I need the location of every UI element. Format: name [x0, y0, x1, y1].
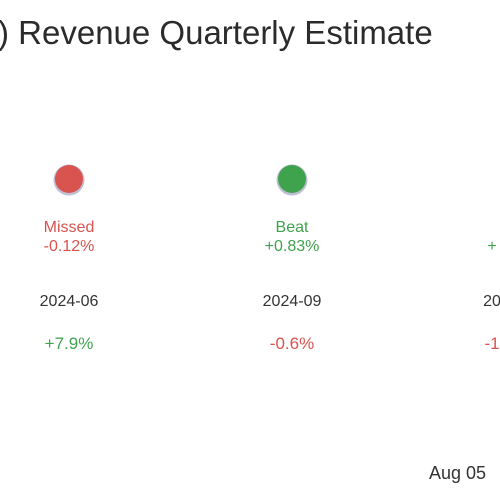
- actual-marker-2024-06: [55, 165, 83, 193]
- actual-marker-2024-09: [278, 165, 306, 193]
- period-label: 20: [483, 293, 500, 310]
- surprise-label: +: [487, 238, 496, 255]
- surprise-label: -0.12%: [44, 238, 95, 255]
- result-label: Missed: [44, 219, 95, 236]
- surprise-label: +0.83%: [265, 238, 320, 255]
- change-label: -1: [484, 334, 499, 353]
- chart-title: A) Revenue Quarterly Estimate: [0, 14, 433, 51]
- change-label: -0.6%: [270, 334, 314, 353]
- date-footer: Aug 05: [429, 463, 487, 483]
- period-label: 2024-09: [263, 293, 322, 310]
- change-label: +7.9%: [45, 334, 94, 353]
- result-label: Beat: [276, 219, 309, 236]
- period-label: 2024-06: [40, 293, 99, 310]
